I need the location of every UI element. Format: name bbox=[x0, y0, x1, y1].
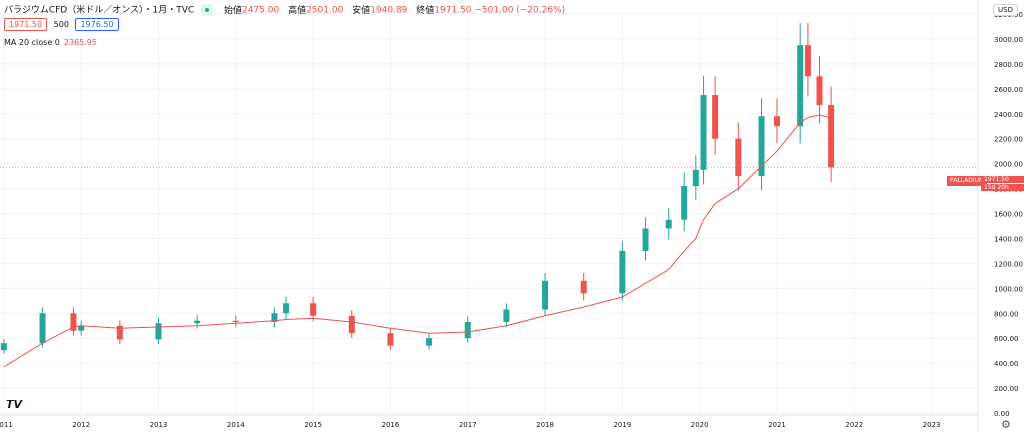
time-tick-label: 2021 bbox=[768, 421, 786, 429]
candle-body bbox=[692, 169, 699, 187]
symbol-tag: PALLADIUM bbox=[947, 176, 988, 186]
price-tick-label: 1400.00 bbox=[994, 235, 1023, 243]
price-tick-label: 2200.00 bbox=[994, 136, 1023, 144]
symbol-title[interactable]: パラジウムCFD（米ドル／オンス）・1月・TVC bbox=[4, 5, 195, 16]
price-tick-label: 200.00 bbox=[994, 385, 1019, 393]
high-label: 高値 bbox=[288, 5, 307, 16]
price-tick-label: 0.00 bbox=[994, 410, 1010, 418]
market-status-icon bbox=[201, 4, 214, 16]
candle-body bbox=[619, 250, 626, 294]
time-tick-label: 2015 bbox=[304, 421, 322, 429]
time-tick-label: 2019 bbox=[613, 421, 631, 429]
time-tick-label: 2023 bbox=[923, 421, 941, 429]
price-tick-label: 400.00 bbox=[994, 360, 1019, 368]
candle-body bbox=[580, 280, 587, 294]
time-tick-label: 2011 bbox=[0, 421, 13, 429]
candle-body bbox=[348, 315, 355, 334]
ma-indicator-value: 2365.95 bbox=[63, 38, 97, 47]
candle-body bbox=[39, 313, 46, 344]
close-value: 1971.50 bbox=[434, 5, 472, 16]
price-tick-label: 2000.00 bbox=[994, 161, 1023, 169]
open-label: 始値 bbox=[223, 5, 242, 16]
candle-body bbox=[773, 116, 780, 127]
high-value: 2501.00 bbox=[306, 5, 344, 16]
time-tick-label: 2020 bbox=[691, 421, 709, 429]
time-tick-label: 2012 bbox=[72, 421, 90, 429]
ma-indicator-legend[interactable]: MA 20 close 0 2365.95 bbox=[4, 38, 97, 47]
candle-body bbox=[712, 95, 719, 139]
change-value: −501.00 (−20.26%) bbox=[474, 5, 566, 16]
countdown-label: 15d 20h bbox=[981, 184, 1024, 191]
candle-body bbox=[194, 320, 201, 324]
candle-body bbox=[665, 219, 672, 229]
gear-icon[interactable]: ⚙ bbox=[1001, 418, 1011, 431]
candle-body bbox=[681, 186, 688, 220]
candle-body bbox=[700, 95, 707, 170]
candle-body bbox=[758, 116, 765, 177]
candle-body bbox=[271, 313, 278, 322]
price-tick-label: 3000.00 bbox=[994, 36, 1023, 44]
candle-body bbox=[797, 45, 804, 127]
time-tick-label: 2016 bbox=[382, 421, 400, 429]
candle-body bbox=[387, 333, 394, 346]
candle-body bbox=[542, 280, 549, 310]
time-tick-label: 2022 bbox=[845, 421, 863, 429]
candle-body bbox=[310, 303, 317, 316]
candle-body bbox=[503, 309, 510, 322]
price-tick-label: 2600.00 bbox=[994, 86, 1023, 94]
candle-body bbox=[828, 105, 835, 168]
candle-body bbox=[116, 325, 123, 340]
candle-body bbox=[283, 303, 290, 314]
candle-body bbox=[0, 343, 7, 351]
candle-body bbox=[426, 338, 433, 346]
symbol-legend: パラジウムCFD（米ドル／オンス）・1月・TVC 始値2475.00 高値250… bbox=[4, 4, 565, 17]
candle-body bbox=[804, 45, 811, 77]
open-value: 2475.00 bbox=[241, 5, 280, 16]
candle-body bbox=[464, 321, 471, 339]
spread-value: 500 bbox=[53, 20, 69, 29]
quote-row: 1971.50 500 1976.50 bbox=[4, 18, 119, 31]
candle-body bbox=[232, 320, 239, 322]
low-label: 安値 bbox=[352, 5, 371, 16]
candle-body bbox=[78, 325, 85, 331]
tradingview-logo-icon[interactable]: 𝙏𝙑 bbox=[6, 398, 23, 411]
time-tick-label: 2017 bbox=[459, 421, 477, 429]
sell-price-button[interactable]: 1971.50 bbox=[4, 18, 48, 31]
price-tick-label: 1600.00 bbox=[994, 211, 1023, 219]
time-tick-label: 2014 bbox=[227, 421, 245, 429]
price-tick-label: 1200.00 bbox=[994, 260, 1023, 268]
buy-price-button[interactable]: 1976.50 bbox=[75, 18, 119, 31]
currency-selector[interactable]: USD bbox=[993, 4, 1018, 16]
price-tick-label: 2800.00 bbox=[994, 61, 1023, 69]
price-tick-label: 800.00 bbox=[994, 310, 1019, 318]
last-price-label: 1971.50 bbox=[981, 176, 1024, 183]
candle-body bbox=[816, 76, 823, 106]
candle-body bbox=[642, 228, 649, 251]
close-label: 終値 bbox=[416, 5, 435, 16]
candle-body bbox=[70, 313, 77, 331]
time-tick-label: 2018 bbox=[536, 421, 554, 429]
price-tick-label: 2400.00 bbox=[994, 111, 1023, 119]
ma-indicator-label: MA 20 close 0 bbox=[4, 38, 60, 47]
candle-body bbox=[155, 323, 162, 340]
candle-body bbox=[735, 138, 742, 177]
time-tick-label: 2013 bbox=[150, 421, 168, 429]
price-tick-label: 1000.00 bbox=[994, 285, 1023, 293]
ma20-line bbox=[3, 114, 832, 368]
price-tick-label: 600.00 bbox=[994, 335, 1019, 343]
low-value: 1940.89 bbox=[370, 5, 408, 16]
